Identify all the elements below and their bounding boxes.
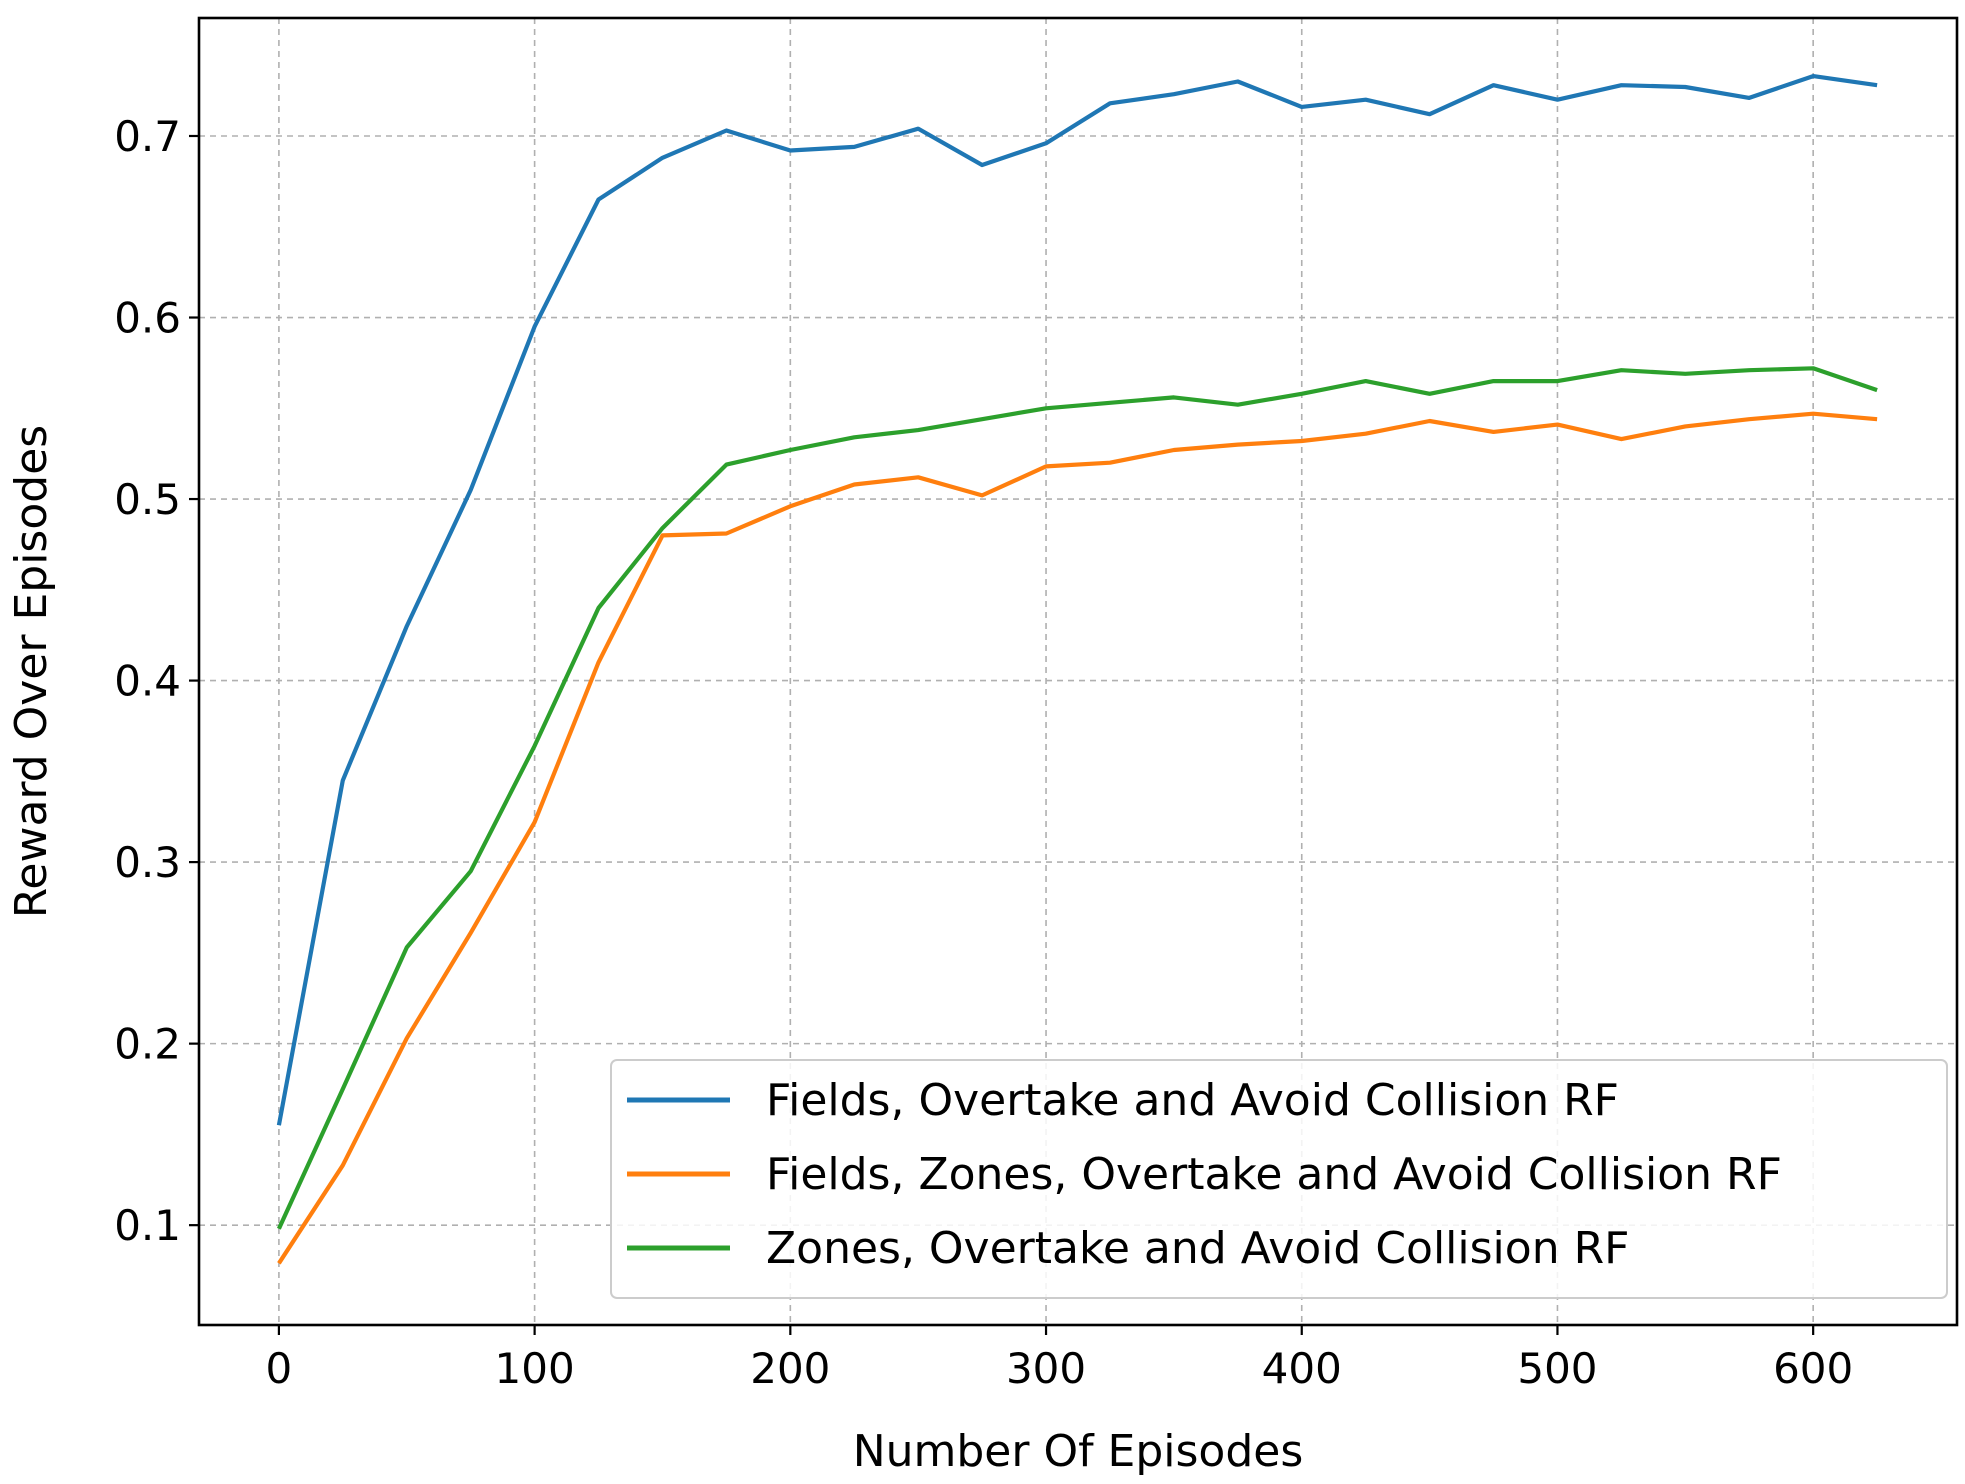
- y-tick-label: 0.3: [114, 838, 181, 887]
- y-tick-label: 0.7: [114, 112, 181, 161]
- x-tick-label: 300: [1006, 1344, 1086, 1393]
- series-lines: [276, 73, 1878, 1265]
- plot-frame: [197, 16, 1959, 1327]
- y-tick-label: 0.5: [114, 475, 181, 524]
- legend-label-fields-zones-overtake: Fields, Zones, Overtake and Avoid Collis…: [766, 1149, 1782, 1200]
- x-tick-label: 500: [1517, 1344, 1597, 1393]
- legend-label-zones-overtake: Zones, Overtake and Avoid Collision RF: [766, 1223, 1629, 1274]
- series-line-fields-overtake: [276, 73, 1878, 1126]
- y-tick-label: 0.4: [114, 657, 181, 706]
- x-tick-label: 100: [495, 1344, 575, 1393]
- y-tick-label: 0.1: [114, 1201, 181, 1250]
- x-tick-label: 600: [1773, 1344, 1853, 1393]
- series-line-fields-zones-overtake: [277, 411, 1878, 1265]
- x-tick-label: 0: [266, 1344, 293, 1393]
- x-axis-label: Number Of Episodes: [853, 1426, 1304, 1477]
- y-tick-label: 0.6: [114, 294, 181, 343]
- legend-label-fields-overtake: Fields, Overtake and Avoid Collision RF: [766, 1075, 1619, 1126]
- series-line-zones-overtake: [276, 366, 1878, 1230]
- y-axis-label: Reward Over Episodes: [6, 425, 57, 918]
- x-tick-label: 200: [750, 1344, 830, 1393]
- legend: Fields, Overtake and Avoid Collision RF …: [610, 1059, 1948, 1299]
- y-tick-label: 0.2: [114, 1020, 181, 1069]
- legend-box: [610, 1059, 1948, 1299]
- axis-ticks: 0 100 200 300 400 500 600 0.1 0.2 0.3 0.4 0.5 0.6 0.7: [114, 112, 1853, 1393]
- x-tick-label: 400: [1262, 1344, 1342, 1393]
